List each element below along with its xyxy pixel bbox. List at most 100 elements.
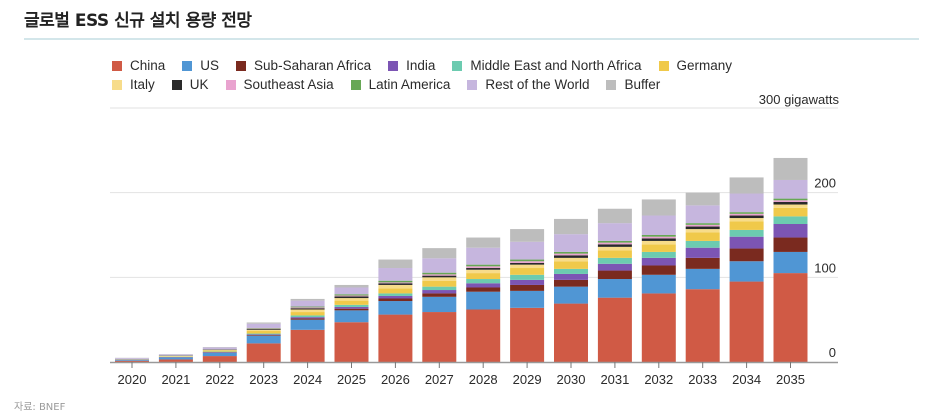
bar-segment-uk-2033 <box>685 226 720 230</box>
bar-segment-india-2031 <box>597 263 632 271</box>
bar-segment-china-2033 <box>685 289 720 362</box>
bar-segment-germany-2026 <box>378 288 413 294</box>
legend-label: US <box>200 58 220 73</box>
bar-segment-china-2031 <box>597 297 632 362</box>
bar-segment-germany-2032 <box>641 244 676 252</box>
bar-segment-buffer-2028 <box>466 237 501 248</box>
bar-segment-china-2021 <box>158 359 193 362</box>
legend-swatch-buffer <box>606 79 617 90</box>
bar-segment-buffer-2029 <box>510 229 545 242</box>
bar-segment-rest-of-the-world-2031 <box>597 223 632 241</box>
bar-segment-india-2026 <box>378 295 413 299</box>
bar-segment-sub-saharan-africa-2023 <box>246 335 281 336</box>
bar-segment-latin-america-2027 <box>422 272 457 275</box>
bar-segment-uk-2034 <box>729 215 764 219</box>
bar-segment-buffer-2033 <box>685 192 720 206</box>
bar-segment-india-2023 <box>246 334 281 336</box>
legend-swatch-rest-of-the-world <box>467 79 478 90</box>
bar-segment-india-2028 <box>466 283 501 288</box>
legend-row-2: Italy UK Southeast Asia Latin America Rest o… <box>112 75 832 94</box>
legend-label: Southeast Asia <box>243 77 334 92</box>
bar-segment-latin-america-2034 <box>729 212 764 214</box>
bar-segment-middle-east-and-north-africa-2028 <box>466 279 501 284</box>
bar-segment-sub-saharan-africa-2029 <box>510 284 545 291</box>
bar-segment-us-2025 <box>334 310 369 323</box>
bar-segment-middle-east-and-north-africa-2035 <box>773 216 808 224</box>
bar-segment-rest-of-the-world-2026 <box>378 268 413 281</box>
bar-segment-southeast-asia-2029 <box>510 261 545 263</box>
bar-segment-buffer-2030 <box>554 218 588 235</box>
bar-segment-india-2030 <box>554 273 588 280</box>
bar-segment-italy-2031 <box>597 246 632 251</box>
legend-item-rest-of-the-world: Rest of the World <box>467 77 589 92</box>
legend-label: Middle East and North Africa <box>470 58 642 73</box>
bar-segment-germany-2034 <box>729 221 764 230</box>
bar-stack-2031 <box>597 208 632 362</box>
y-axis: 0 100 200 <box>814 176 836 360</box>
bar-segment-us-2033 <box>685 268 720 290</box>
bar-segment-buffer-2024 <box>290 298 325 301</box>
x-tick-label-2021: 2021 <box>161 372 190 387</box>
bar-segment-germany-2024 <box>290 312 325 316</box>
bar-segment-buffer-2034 <box>729 177 764 194</box>
bar-segment-italy-2029 <box>510 264 545 269</box>
bar-segment-uk-2031 <box>597 244 632 247</box>
bar-segment-germany-2033 <box>685 232 720 241</box>
bar-segment-us-2029 <box>510 290 545 308</box>
legend-item-germany: Germany <box>658 58 732 73</box>
y-tick-label-0: 0 <box>829 345 836 360</box>
bar-segment-us-2024 <box>290 319 325 330</box>
legend-label: China <box>130 58 166 73</box>
bar-segment-middle-east-and-north-africa-2030 <box>554 268 588 274</box>
bar-segment-germany-2030 <box>554 261 588 269</box>
legend-label: India <box>406 58 436 73</box>
bar-segment-buffer-2035 <box>773 157 808 180</box>
bar-segment-buffer-2025 <box>334 284 369 288</box>
bar-segment-italy-2023 <box>246 329 281 332</box>
legend-item-sub-saharan-africa: Sub-Saharan Africa <box>236 58 371 73</box>
bar-segment-china-2026 <box>378 314 413 362</box>
bar-segment-sub-saharan-africa-2027 <box>422 293 457 297</box>
bar-segment-uk-2030 <box>554 255 588 258</box>
bar-segment-china-2028 <box>466 309 501 362</box>
bar-stack-2022 <box>202 347 237 362</box>
bar-segment-us-2023 <box>246 335 281 344</box>
legend-item-italy: Italy <box>112 77 155 92</box>
x-tick-label-2025: 2025 <box>337 372 366 387</box>
bar-segment-us-2026 <box>378 301 413 315</box>
bar-segment-rest-of-the-world-2024 <box>290 300 325 307</box>
bar-segment-us-2035 <box>773 251 808 274</box>
bar-segment-uk-2026 <box>378 283 413 285</box>
bar-segment-rest-of-the-world-2023 <box>246 323 281 328</box>
x-tick-label-2020: 2020 <box>118 372 147 387</box>
bar-segment-southeast-asia-2030 <box>554 253 588 256</box>
legend-item-buffer: Buffer <box>606 77 660 92</box>
x-tick-label-2026: 2026 <box>381 372 410 387</box>
bar-segment-buffer-2026 <box>378 259 413 269</box>
bar-segment-us-2034 <box>729 261 764 282</box>
bar-segment-buffer-2023 <box>246 322 281 324</box>
x-tick-label-2031: 2031 <box>600 372 629 387</box>
bar-segment-middle-east-and-north-africa-2031 <box>597 257 632 264</box>
bar-segment-latin-america-2024 <box>290 306 325 308</box>
bar-segment-italy-2027 <box>422 277 457 281</box>
bar-segment-germany-2021 <box>158 356 193 357</box>
bar-segment-italy-2030 <box>554 257 588 262</box>
bar-segment-uk-2032 <box>641 238 676 241</box>
x-tick-label-2032: 2032 <box>644 372 673 387</box>
legend-swatch-india <box>388 60 399 71</box>
bar-stack-2028 <box>466 237 501 362</box>
bar-segment-italy-2034 <box>729 218 764 222</box>
bar-stack-2034 <box>729 177 764 362</box>
bar-segment-rest-of-the-world-2027 <box>422 258 457 273</box>
legend-swatch-china <box>112 60 122 71</box>
bar-segment-uk-2029 <box>510 262 545 265</box>
legend-row-1: China US Sub-Saharan Africa India Middle Eas… <box>112 56 832 75</box>
bar-segment-middle-east-and-north-africa-2027 <box>422 286 457 291</box>
x-tick-label-2023: 2023 <box>249 372 278 387</box>
bar-segment-middle-east-and-north-africa-2032 <box>641 251 676 258</box>
x-tick-label-2035: 2035 <box>776 372 805 387</box>
bar-segment-latin-america-2028 <box>466 264 501 267</box>
bar-segment-sub-saharan-africa-2031 <box>597 270 632 280</box>
legend-label: Rest of the World <box>485 77 590 92</box>
